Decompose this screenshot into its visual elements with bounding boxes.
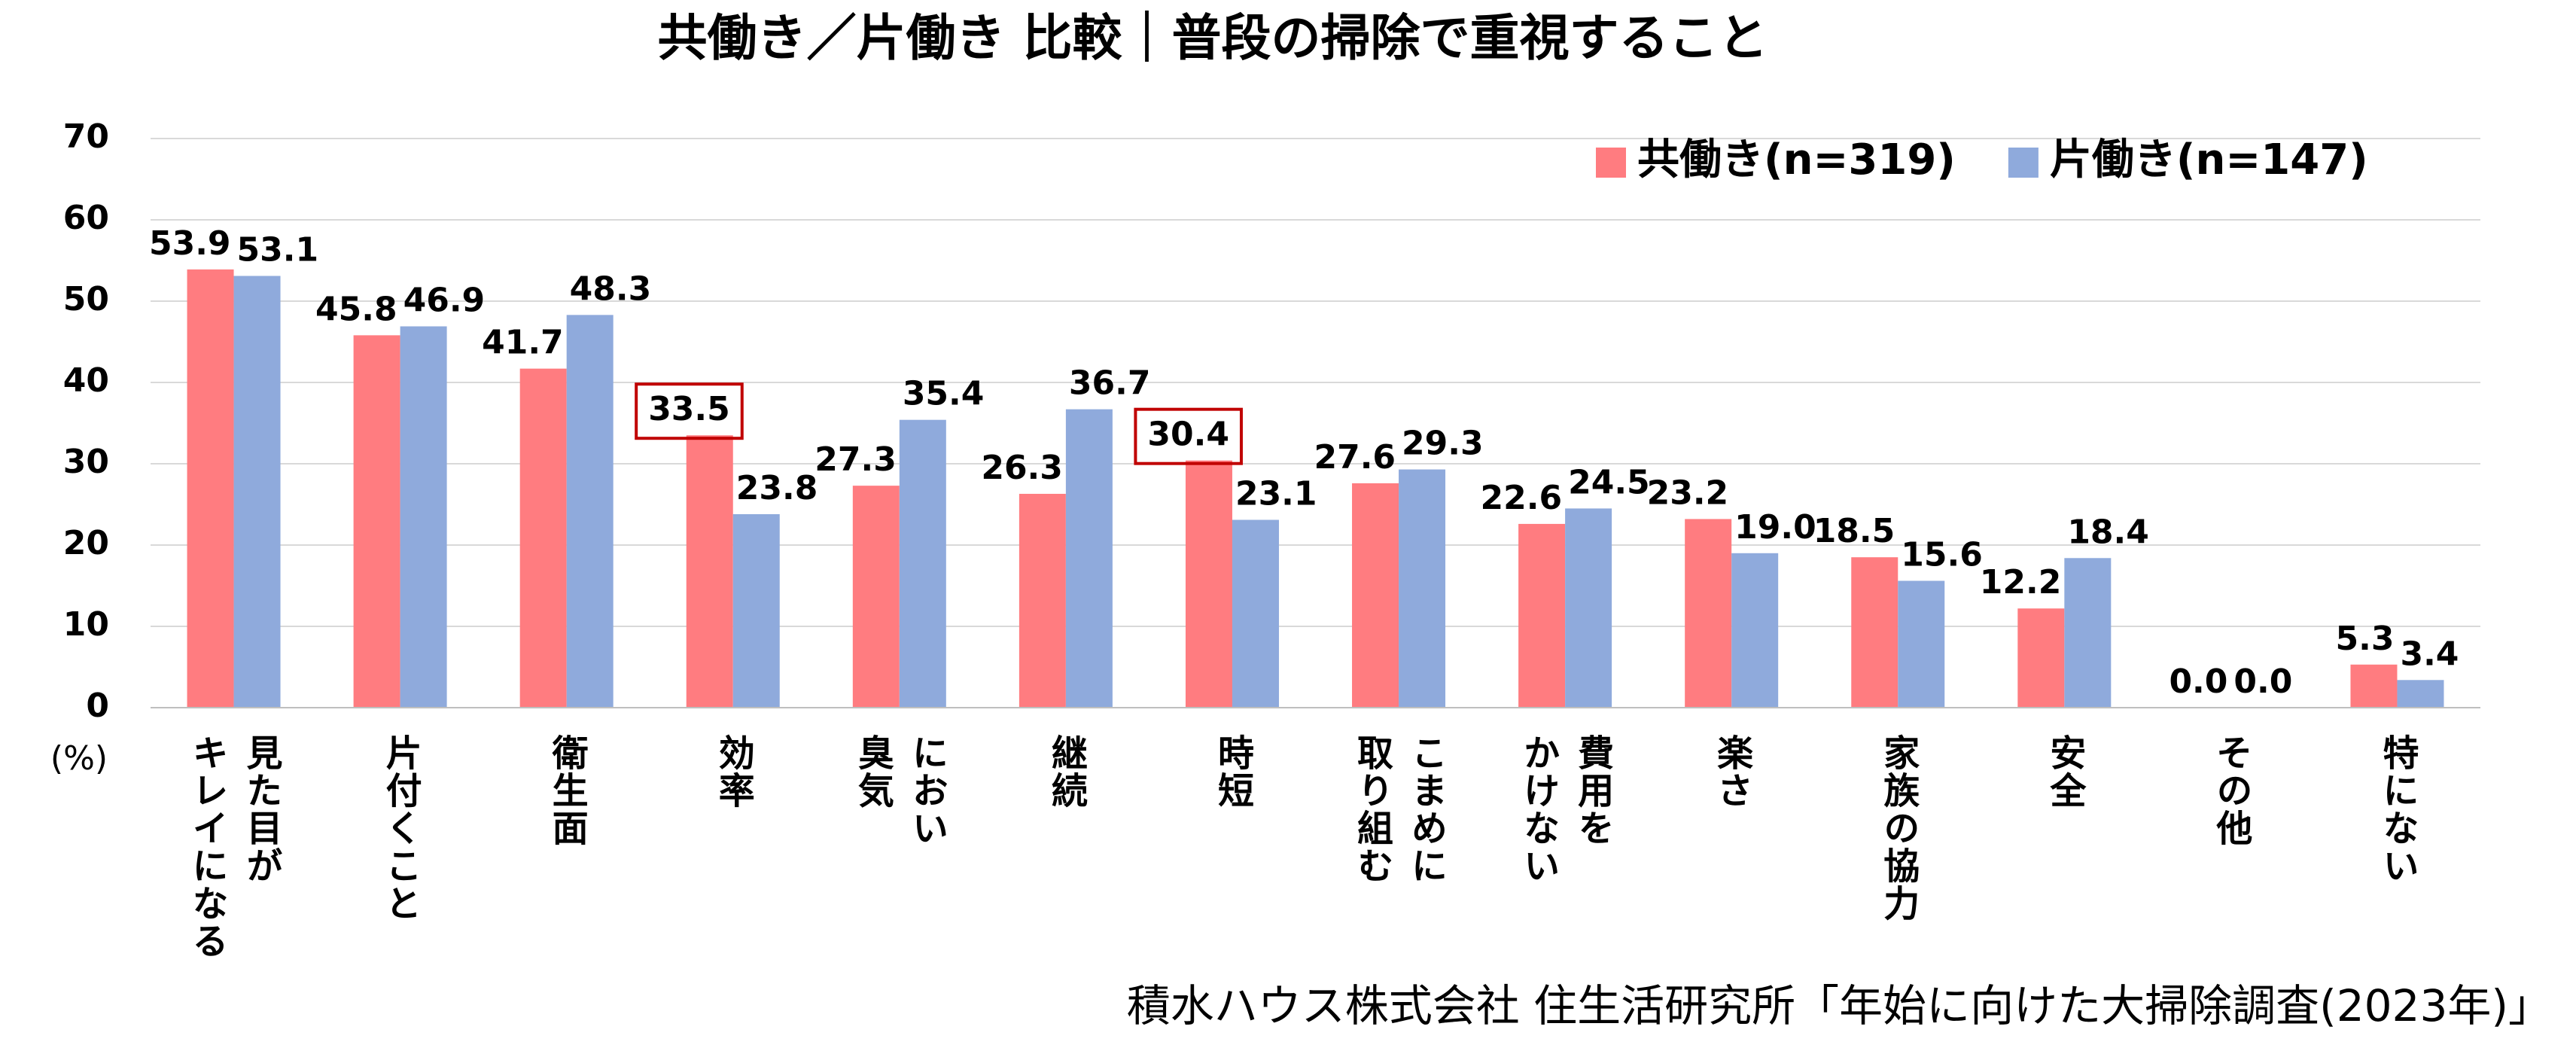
y-unit: (%)	[50, 739, 108, 778]
bar	[1399, 469, 1446, 708]
value-label: 30.4	[1147, 416, 1229, 454]
value-label: 0.0	[2169, 662, 2227, 701]
value-label: 23.8	[736, 469, 818, 507]
value-label: 41.7	[482, 324, 564, 362]
value-label: 18.4	[2067, 513, 2149, 551]
bar	[2350, 664, 2398, 708]
bar	[353, 335, 400, 708]
highlight-box	[1134, 407, 1243, 465]
bar	[1851, 557, 1899, 708]
bar	[1065, 409, 1113, 708]
value-label: 0.0	[2233, 662, 2292, 701]
value-label: 24.5	[1568, 463, 1650, 501]
bar	[1232, 519, 1279, 708]
bar	[899, 419, 946, 708]
value-label: 36.7	[1069, 364, 1151, 403]
value-label: 46.9	[403, 281, 486, 319]
y-tick-label: 30	[63, 443, 109, 481]
legend-label: 片働き(n=147)	[2050, 136, 2368, 184]
bar	[566, 315, 614, 708]
y-tick-label: 0	[86, 687, 109, 725]
value-label: 22.6	[1481, 479, 1563, 517]
bar	[686, 435, 733, 708]
value-label: 53.9	[149, 224, 231, 263]
x-tick-label: 衛生面	[545, 734, 588, 847]
y-tick-label: 60	[63, 199, 109, 237]
x-tick-label: 時短	[1210, 734, 1253, 809]
value-label: 27.3	[815, 440, 897, 479]
bar	[2064, 558, 2112, 708]
y-tick-label: 70	[63, 117, 109, 156]
bar	[233, 276, 281, 708]
bar	[519, 368, 567, 708]
value-label: 26.3	[981, 449, 1063, 487]
value-label: 15.6	[1901, 536, 1983, 574]
value-label: 48.3	[570, 270, 652, 308]
x-tick-label: におい 臭気	[851, 734, 948, 847]
x-tick-label: その他	[2209, 734, 2252, 847]
highlight-box	[635, 382, 744, 440]
value-label: 33.5	[648, 390, 730, 428]
bar	[1352, 483, 1399, 708]
bar	[2017, 608, 2065, 708]
bar	[1019, 493, 1066, 708]
bar	[1518, 523, 1566, 708]
x-tick-label: 継続	[1044, 734, 1087, 809]
value-label: 12.2	[1980, 563, 2062, 602]
value-label: 27.6	[1314, 438, 1396, 477]
legend-label: 共働き(n=319)	[1637, 136, 1956, 184]
x-tick-label: 費用を かけない	[1517, 734, 1614, 885]
x-tick-label: 片付くこと	[379, 734, 422, 922]
value-label: 5.3	[2336, 620, 2395, 658]
value-label: 23.2	[1647, 474, 1729, 512]
legend-swatch	[2008, 148, 2039, 178]
source-note: 積水ハウス株式会社 住生活研究所「年始に向けた大掃除調査(2023年)」	[1127, 980, 2552, 1031]
y-tick-label: 10	[63, 605, 109, 644]
value-label: 3.4	[2400, 635, 2459, 673]
x-tick-label: 効率	[711, 734, 754, 809]
value-label: 18.5	[1813, 512, 1895, 550]
value-label: 53.1	[237, 231, 319, 270]
bar	[187, 269, 234, 708]
legend-swatch	[1596, 148, 1626, 178]
bar	[1731, 553, 1779, 708]
x-tick-label: 安全	[2043, 734, 2086, 809]
y-tick-label: 50	[63, 280, 109, 318]
bar	[1898, 580, 1945, 708]
value-label: 23.1	[1235, 475, 1317, 513]
x-tick-label: 家族の協力	[1877, 734, 1920, 922]
x-tick-label: 見た目が キレイになる	[185, 734, 282, 960]
bar	[852, 486, 900, 708]
x-tick-label: 楽さ	[1710, 734, 1753, 809]
x-tick-label: 特にない	[2376, 734, 2419, 885]
bar	[400, 326, 447, 708]
bar	[1565, 508, 1612, 708]
value-label: 19.0	[1734, 508, 1816, 547]
value-label: 29.3	[1402, 425, 1484, 463]
bar	[1685, 519, 1732, 708]
y-tick-label: 20	[63, 524, 109, 562]
value-label: 45.8	[315, 290, 397, 328]
bar	[2397, 680, 2444, 708]
bar	[1185, 460, 1232, 708]
chart-title: 共働き／片働き 比較｜普段の掃除で重視すること	[658, 9, 1768, 67]
x-tick-label: こまめに 取り組む	[1350, 734, 1448, 885]
y-tick-label: 40	[63, 361, 109, 400]
value-label: 35.4	[903, 375, 985, 413]
bar	[732, 513, 780, 708]
